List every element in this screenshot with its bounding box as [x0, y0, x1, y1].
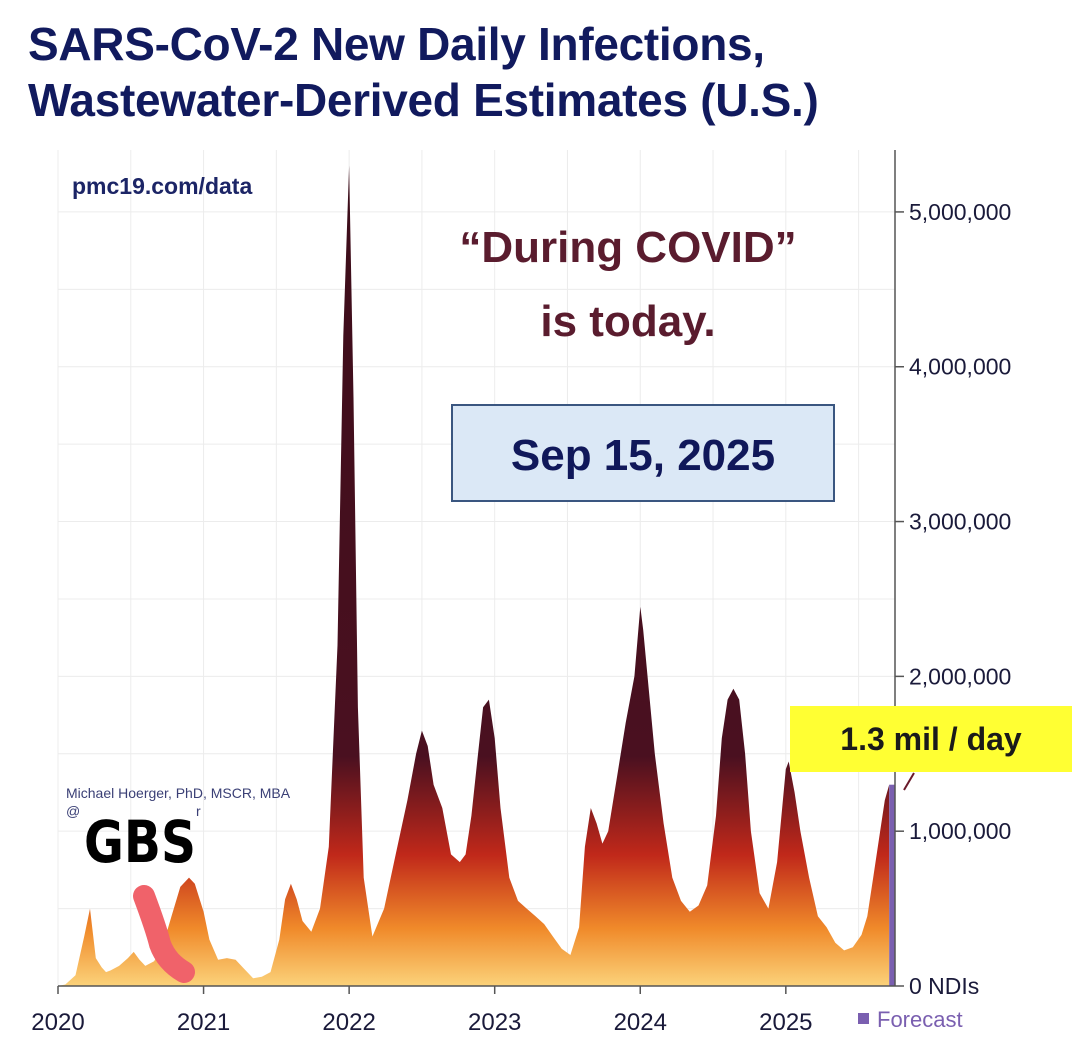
- legend: Forecast: [858, 1007, 963, 1032]
- author-line-2: @: [66, 803, 80, 819]
- infections-area: [58, 165, 890, 986]
- chart-title-line-1: SARS-CoV-2 New Daily Infections,: [28, 18, 765, 70]
- y-tick-label: 4,000,000: [909, 354, 1011, 380]
- x-tick-label: 2023: [468, 1009, 521, 1036]
- y-tick-label: 5,000,000: [909, 199, 1011, 225]
- callout: 1.3 mil / day: [790, 706, 1072, 791]
- chart-title: SARS-CoV-2 New Daily Infections, Wastewa…: [28, 16, 1068, 128]
- quote-line-2: is today.: [540, 297, 715, 346]
- callout-text: 1.3 mil / day: [840, 721, 1022, 757]
- handwritten-marker-stroke: [133, 885, 195, 983]
- x-tick-label: 2021: [177, 1009, 230, 1036]
- x-tick-label: 2025: [759, 1009, 812, 1036]
- handwritten-gbs-label: GBS: [84, 808, 196, 876]
- y-tick-label: 1,000,000: [909, 818, 1011, 844]
- author-line-1: Michael Hoerger, PhD, MSCR, MBA: [66, 785, 291, 801]
- y-tick-label: 0 NDIs: [909, 973, 979, 999]
- y-tick-label: 3,000,000: [909, 509, 1011, 535]
- source-label: pmc19.com/data: [72, 173, 252, 199]
- date-badge-text: Sep 15, 2025: [511, 431, 775, 480]
- x-axis: 2020 2021 2022 2023 2024 2025: [31, 985, 895, 1036]
- chart-title-line-2: Wastewater-Derived Estimates (U.S.): [28, 74, 819, 126]
- callout-pointer: [903, 772, 915, 791]
- author-line-2-end: r: [196, 803, 201, 819]
- forecast-region: [889, 784, 895, 986]
- x-tick-label: 2020: [31, 1009, 84, 1036]
- quote-line-1: “During COVID”: [459, 223, 796, 272]
- callout-box: [790, 706, 1072, 772]
- legend-forecast-label: Forecast: [877, 1007, 963, 1032]
- y-tick-label: 2,000,000: [909, 663, 1011, 689]
- date-badge: Sep 15, 2025: [451, 404, 835, 502]
- legend-forecast-swatch: [858, 1013, 869, 1024]
- x-tick-label: 2022: [322, 1009, 375, 1036]
- y-axis: 0 NDIs 1,000,000 2,000,000 3,000,000 4,000,0…: [894, 150, 1011, 999]
- date-badge-box: [451, 404, 835, 502]
- x-tick-label: 2024: [614, 1009, 667, 1036]
